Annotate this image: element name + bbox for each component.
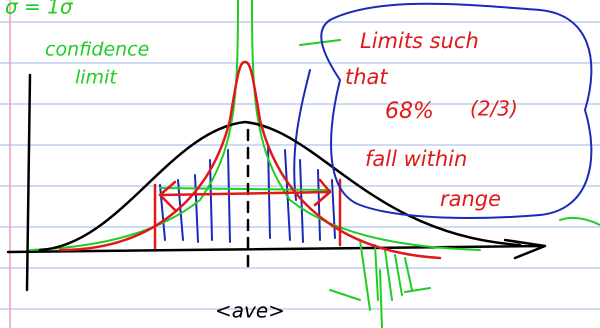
note-page: σ = 1σ confidence limit Limits such that… bbox=[0, 0, 600, 328]
note: range bbox=[440, 187, 501, 211]
note: fall within bbox=[365, 147, 467, 171]
note: that bbox=[345, 65, 388, 89]
axes bbox=[8, 75, 545, 290]
note: (2/3) bbox=[470, 97, 518, 121]
note: σ = 1σ bbox=[5, 0, 74, 19]
note: <ave> bbox=[215, 299, 285, 323]
note: limit bbox=[75, 67, 118, 89]
note: Limits such bbox=[360, 29, 479, 53]
note: confidence bbox=[45, 39, 149, 61]
note: 68% bbox=[385, 99, 434, 124]
